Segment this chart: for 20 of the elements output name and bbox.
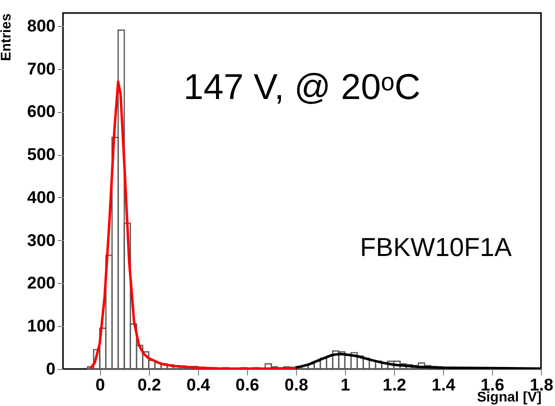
annotation: FBKW10F1A <box>360 232 512 262</box>
y-tick-label: 700 <box>27 59 56 78</box>
x-tick-label: 0.2 <box>137 376 162 394</box>
y-tick-label: 200 <box>27 274 56 293</box>
y-tick-label: 300 <box>27 230 56 250</box>
x-tick-label: 0.6 <box>236 376 260 394</box>
y-tick-label: 400 <box>27 188 56 207</box>
x-tick-label: 0.4 <box>186 376 211 394</box>
x-tick-label: 1 <box>340 376 350 394</box>
y-tick-label: 100 <box>27 316 56 336</box>
y-tick-label: 600 <box>27 102 56 122</box>
y-tick-label: 800 <box>27 16 56 36</box>
y-axis-title: Entries <box>0 13 14 61</box>
y-tick-label: 500 <box>27 145 56 164</box>
x-tick-label: 1.2 <box>382 376 406 394</box>
annotation: 147 V, @ 20ᵒC <box>184 66 420 107</box>
x-tick-label: 1.4 <box>432 376 456 394</box>
x-tick-label: 0.8 <box>284 376 308 394</box>
y-tick-label: 0 <box>46 360 56 378</box>
x-tick-label: 0 <box>96 376 106 394</box>
